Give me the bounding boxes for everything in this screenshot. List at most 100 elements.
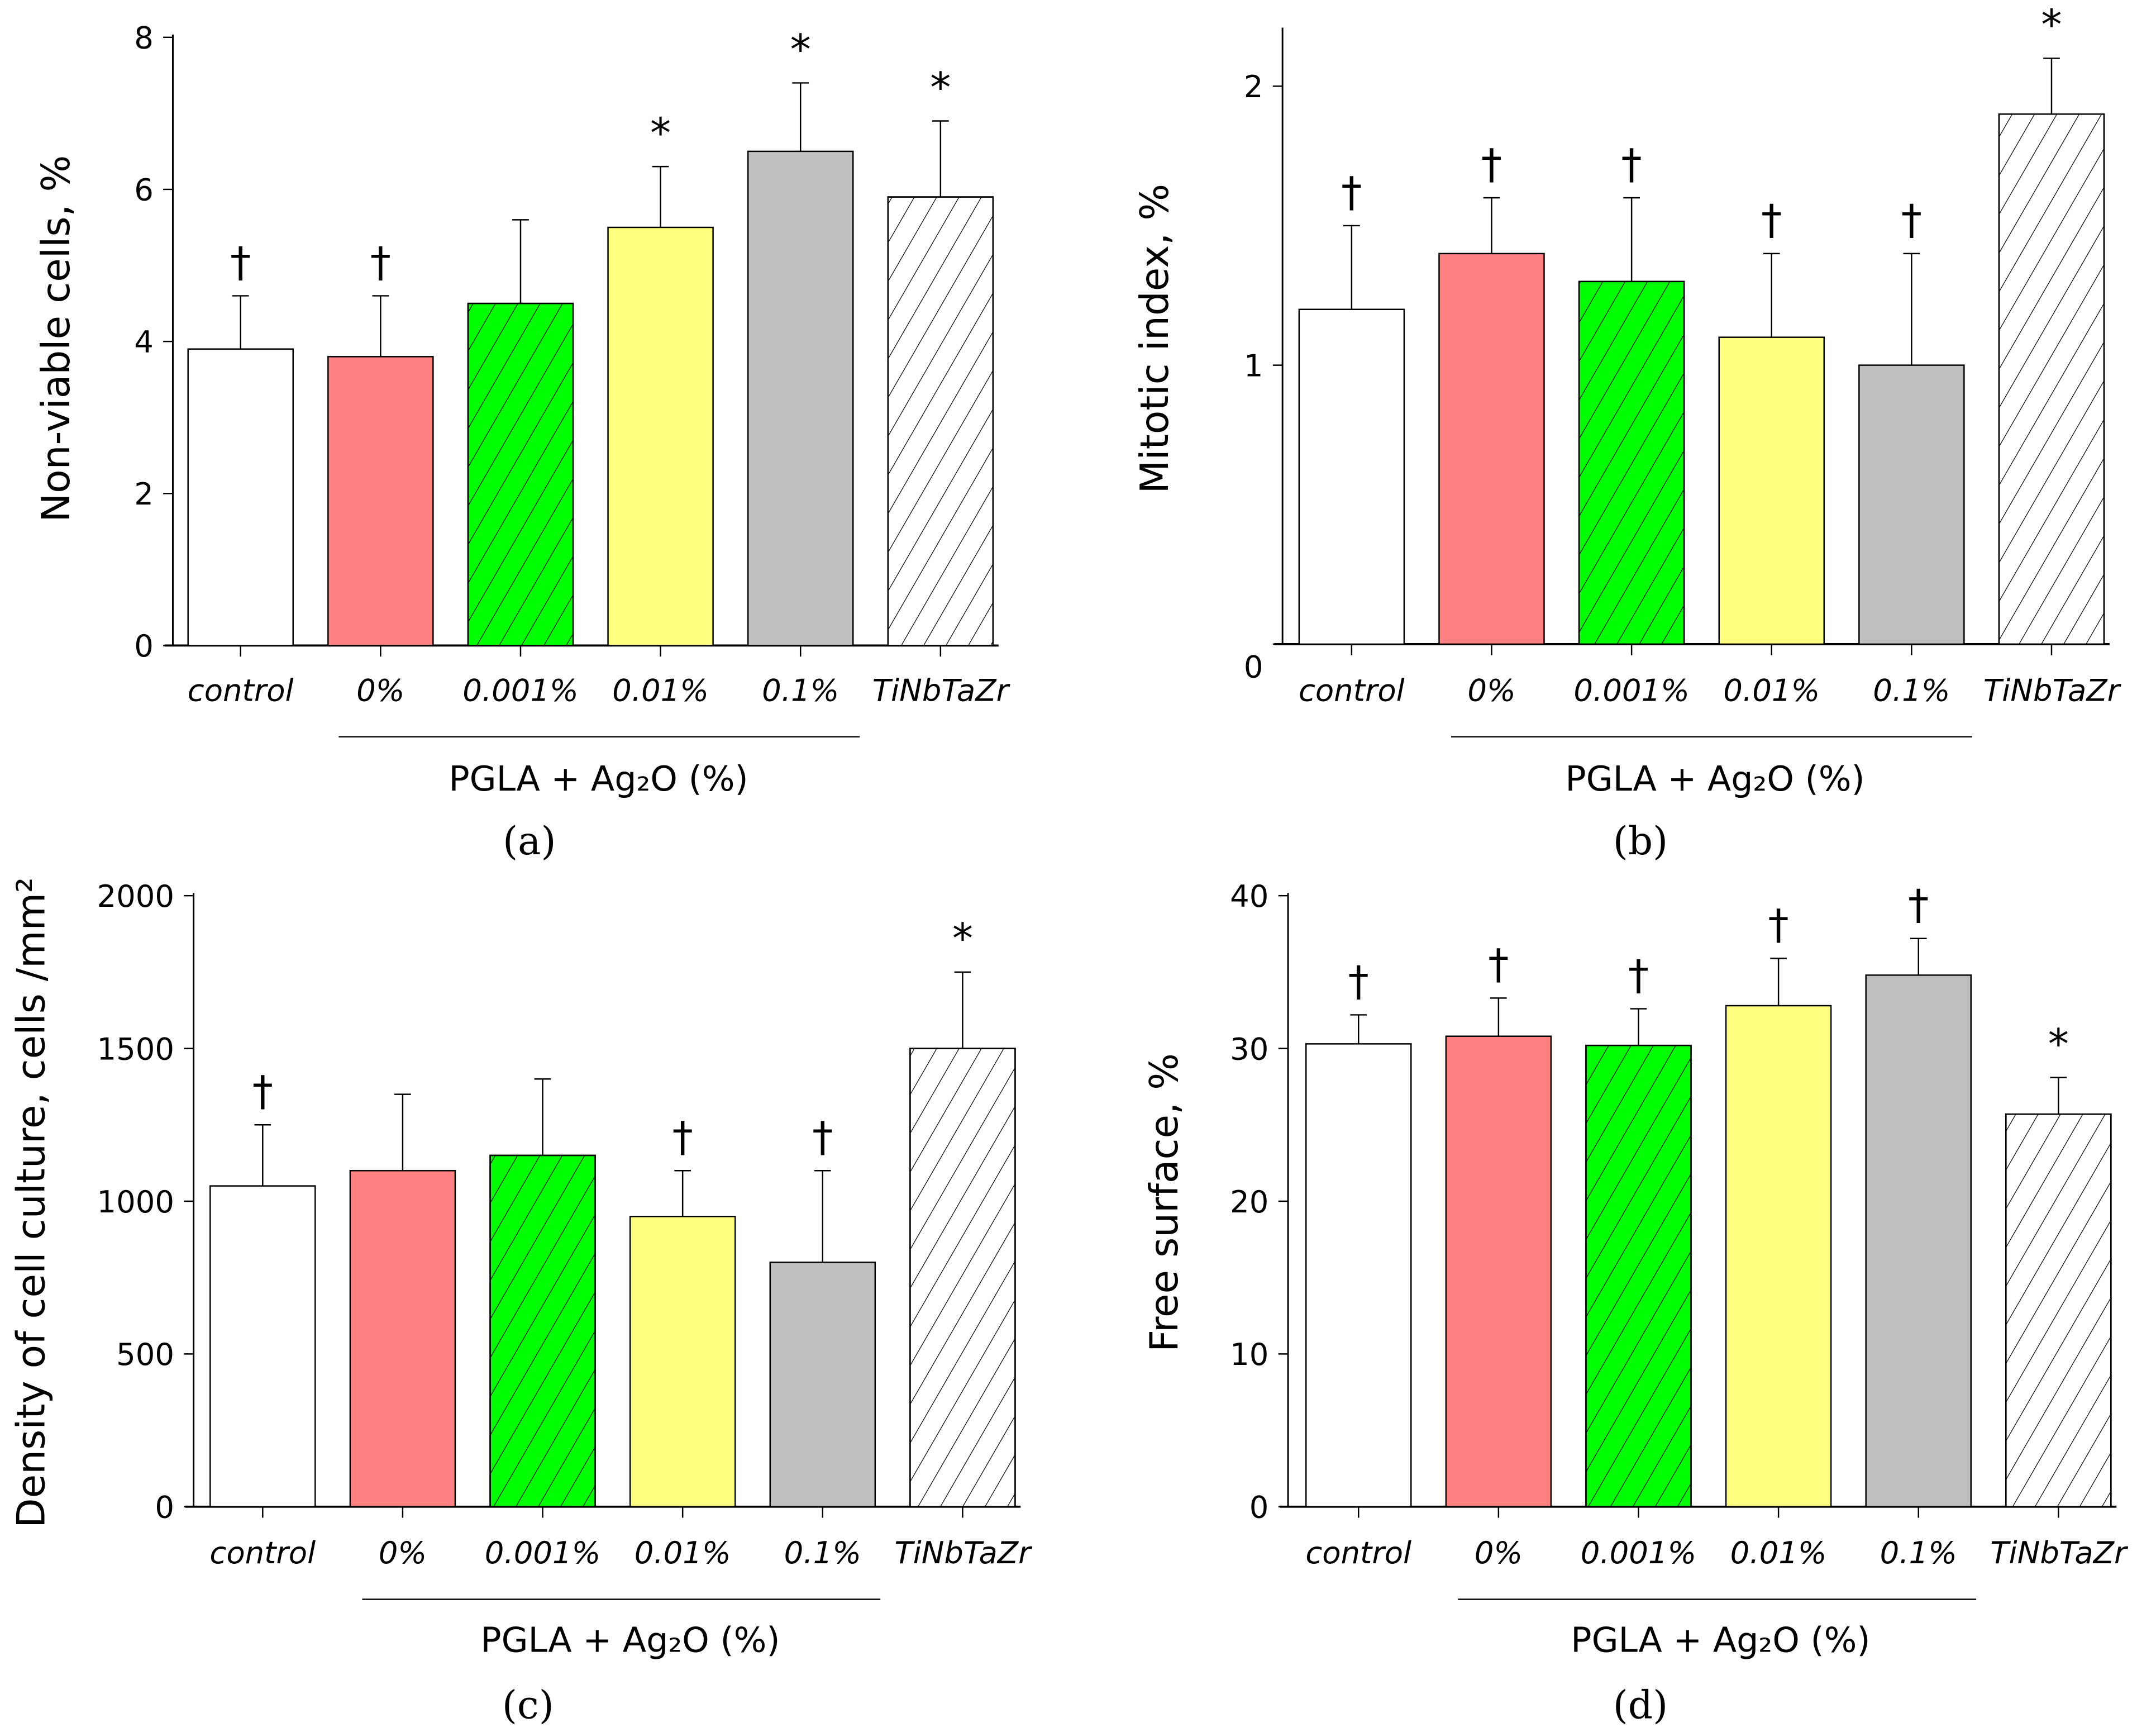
y-tick-label: 1 — [1244, 348, 1263, 383]
x-category-label: 0.01% — [635, 1535, 731, 1571]
bar-0.1% — [747, 150, 854, 646]
x-category-label: TiNbTaZr — [1983, 672, 2122, 708]
y-tick-label: 8 — [134, 20, 154, 56]
significance-dagger: † — [672, 1113, 693, 1162]
significance-dagger: † — [1488, 940, 1509, 989]
significance-dagger: † — [1621, 140, 1642, 188]
x-category-label: 0.001% — [1573, 672, 1689, 708]
x-category-label: TiNbTaZr — [894, 1535, 1033, 1571]
x-category-label: control — [1305, 1535, 1411, 1571]
chart-panel-c: 0 500 1000 1500 2000 Density of cell culture,… — [9, 877, 1033, 1728]
significance-star: * — [2041, 1, 2062, 49]
y-tick-label: 6 — [134, 172, 154, 208]
group-label: PGLA + Ag₂O (%) — [480, 1620, 780, 1660]
significance-dagger: † — [1341, 168, 1362, 216]
x-category-label: 0.001% — [485, 1535, 600, 1571]
significance-star: * — [650, 108, 671, 157]
x-category-label: control — [209, 1535, 316, 1571]
bar-hatch — [2005, 1113, 2112, 1507]
significance-star: * — [2048, 1020, 2069, 1068]
y-axis-title: Mitotic index, % — [1133, 184, 1177, 493]
significance-dagger: † — [1908, 881, 1929, 929]
bar-0% — [349, 1170, 456, 1507]
x-category-label: 0% — [356, 672, 404, 708]
significance-dagger: † — [812, 1113, 833, 1162]
x-category-label: 0.01% — [612, 672, 709, 708]
x-category-label: TiNbTaZr — [872, 672, 1011, 708]
panel-label: (a) — [503, 819, 556, 864]
significance-star: * — [952, 914, 973, 963]
group-label: PGLA + Ag₂O (%) — [449, 759, 748, 799]
x-category-label: 0% — [379, 1535, 427, 1571]
bar-0% — [1438, 253, 1545, 645]
significance-dagger: † — [252, 1067, 273, 1116]
x-category-label: 0.1% — [762, 672, 839, 708]
y-tick-label: 2 — [134, 476, 154, 512]
x-category-label: 0.001% — [1581, 1535, 1696, 1571]
x-category-label: 0.1% — [1880, 1535, 1957, 1571]
x-category-label: control — [188, 672, 294, 708]
significance-dagger: † — [370, 238, 391, 287]
significance-dagger: † — [230, 238, 251, 287]
group-label: PGLA + Ag₂O (%) — [1565, 759, 1864, 799]
y-tick-label: 0 — [1244, 649, 1263, 684]
bar-0% — [327, 356, 434, 646]
y-axis-title: Free surface, % — [1142, 1053, 1187, 1352]
y-axis-title: Non-viable cells, % — [34, 155, 79, 522]
y-tick-label: 4 — [134, 324, 154, 360]
bar-hatch — [1578, 280, 1685, 645]
chart-panel-b: 0 1 2 Mitotic index, % † control † 0% † 0.001% † 0.… — [1133, 1, 2122, 864]
y-tick-label: 40 — [1230, 878, 1268, 914]
bar-hatch — [1998, 113, 2105, 645]
x-category-label: 0.001% — [462, 672, 578, 708]
y-tick-label: 1000 — [97, 1184, 174, 1220]
x-category-label: 0% — [1475, 1535, 1523, 1571]
bar-hatch — [489, 1154, 596, 1507]
significance-dagger: † — [1481, 140, 1502, 188]
bar-hatch — [467, 302, 574, 646]
bar-control — [187, 348, 294, 646]
y-tick-label: 20 — [1230, 1184, 1268, 1220]
significance-dagger: † — [1901, 196, 1922, 244]
bar-0.1% — [1865, 974, 1972, 1507]
panel-label: (b) — [1613, 819, 1668, 864]
x-category-label: TiNbTaZr — [1990, 1535, 2129, 1571]
x-category-label: 0.1% — [1873, 672, 1950, 708]
y-tick-label: 30 — [1230, 1031, 1268, 1067]
bar-0.01% — [1725, 1005, 1832, 1507]
group-label: PGLA + Ag₂O (%) — [1571, 1620, 1870, 1660]
y-tick-label: 1500 — [97, 1031, 174, 1067]
y-tick-label: 0 — [1249, 1490, 1269, 1525]
y-axis-title: Density of cell culture, cells /mm² — [9, 877, 54, 1528]
bar-0% — [1445, 1035, 1552, 1507]
y-tick-label: 500 — [116, 1336, 174, 1372]
bar-hatch — [909, 1048, 1016, 1507]
chart-panel-a: 0 2 4 6 8 Non-viable cells, % † control † 0% 0.001… — [34, 20, 1011, 864]
significance-dagger: † — [1628, 951, 1649, 1000]
panel-label: (d) — [1613, 1683, 1668, 1728]
y-tick-label: 0 — [134, 628, 154, 664]
significance-star: * — [790, 25, 811, 74]
significance-star: * — [930, 63, 951, 112]
y-tick-label: 0 — [155, 1490, 174, 1525]
bar-0.1% — [769, 1262, 876, 1507]
chart-panel-d: 0 10 20 30 40 Free surface, % † control † 0% † 0.00… — [1142, 878, 2129, 1728]
significance-dagger: † — [1768, 901, 1789, 949]
bar-control — [209, 1185, 316, 1507]
y-tick-label: 10 — [1230, 1336, 1268, 1372]
bar-control — [1298, 308, 1405, 645]
bar-hatch — [1585, 1044, 1692, 1507]
x-category-label: 0.01% — [1723, 672, 1820, 708]
y-tick-label: 2 — [1244, 69, 1263, 104]
x-category-label: 0.1% — [784, 1535, 861, 1571]
bar-control — [1305, 1043, 1412, 1507]
panel-label: (c) — [502, 1683, 554, 1728]
bar-hatch — [887, 196, 994, 646]
bar-0.1% — [1858, 364, 1965, 645]
bar-0.01% — [607, 226, 714, 646]
y-tick-label: 2000 — [97, 878, 174, 914]
x-category-label: 0.01% — [1730, 1535, 1827, 1571]
x-category-label: 0% — [1467, 672, 1515, 708]
bar-0.01% — [629, 1216, 736, 1507]
